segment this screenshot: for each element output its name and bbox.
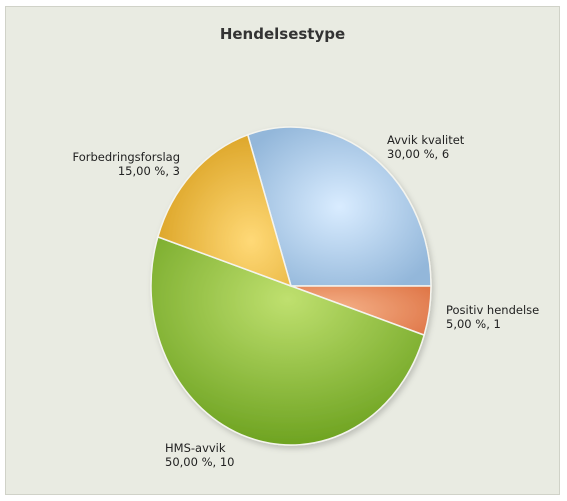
- slice-name: HMS-avvik: [165, 441, 226, 455]
- slice-label-avvik-kvalitet: Avvik kvalitet 30,00 %, 6: [387, 133, 464, 161]
- slice-name: Forbedringsforslag: [72, 150, 181, 164]
- pie-chart: [150, 126, 432, 446]
- slice-name: Positiv hendelse: [446, 303, 540, 317]
- slice-value: 15,00 %, 3: [117, 164, 180, 178]
- slice-forbedringsforslag[interactable]: [156, 133, 293, 288]
- slice-hms-avvik[interactable]: [150, 235, 426, 446]
- chart-panel: Hendelsestype Avvik: [5, 6, 560, 495]
- slice-label-positiv-hendelse: Positiv hendelse 5,00 %, 1: [446, 303, 539, 331]
- slice-label-hms-avvik: HMS-avvik 50,00 %, 10: [165, 441, 234, 469]
- slice-value: 30,00 %, 6: [387, 147, 450, 161]
- slice-name: Avvik kvalitet: [387, 133, 465, 147]
- slice-value: 50,00 %, 10: [165, 455, 235, 469]
- slice-value: 5,00 %, 1: [446, 317, 501, 331]
- slice-avvik-kvalitet[interactable]: [246, 126, 432, 287]
- chart-title: Hendelsestype: [219, 25, 346, 43]
- slice-label-forbedringsforslag: Forbedringsforslag 15,00 %, 3: [54, 150, 181, 178]
